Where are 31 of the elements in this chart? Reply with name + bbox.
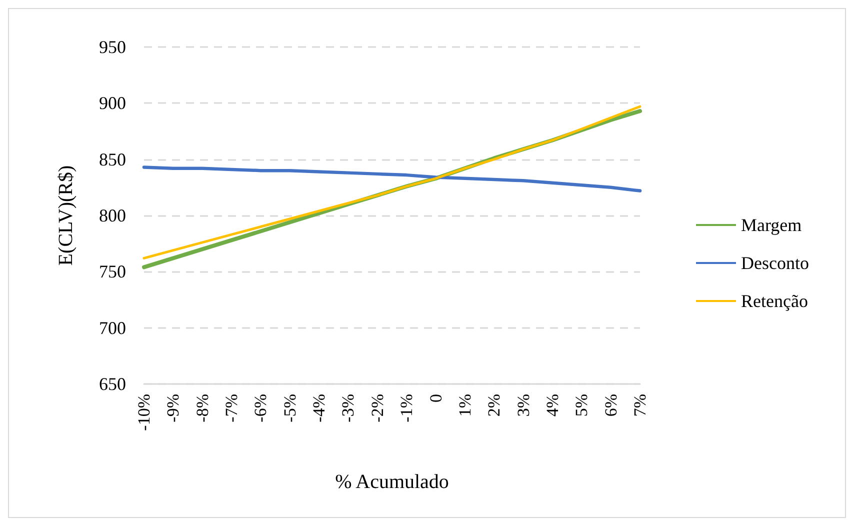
y-tick-label: 950 bbox=[99, 37, 126, 57]
y-tick-label: 900 bbox=[99, 93, 126, 114]
y-tick-label: 850 bbox=[99, 149, 126, 170]
x-tick-label: -9% bbox=[164, 394, 183, 422]
y-tick-label: 650 bbox=[99, 374, 126, 394]
x-tick-label: 7% bbox=[630, 394, 650, 417]
x-tick-label: -2% bbox=[368, 394, 387, 422]
x-tick-label: -1% bbox=[397, 394, 416, 422]
x-tick-label: 0 bbox=[426, 394, 446, 402]
x-axis-title: % Acumulado bbox=[335, 471, 449, 493]
legend-label: Retenção bbox=[741, 291, 808, 311]
x-tick-label: -8% bbox=[192, 394, 212, 422]
x-tick-label: -4% bbox=[310, 394, 329, 422]
y-axis-title: E(CLV)(R$) bbox=[55, 165, 77, 266]
y-tick-label: 800 bbox=[99, 206, 126, 226]
x-tick-label: 3% bbox=[514, 394, 533, 417]
x-tick-label: -6% bbox=[251, 394, 270, 422]
x-tick-label: 2% bbox=[484, 394, 504, 417]
legend-label: Desconto bbox=[741, 253, 809, 273]
x-tick-label: 1% bbox=[455, 394, 474, 417]
x-tick-label: -10% bbox=[134, 394, 154, 431]
x-tick-label: -3% bbox=[338, 394, 358, 422]
legend-label: Margem bbox=[741, 215, 802, 235]
x-tick-label: -7% bbox=[222, 394, 242, 422]
x-tick-label: 5% bbox=[572, 394, 592, 417]
x-tick-label: 6% bbox=[601, 394, 620, 417]
x-tick-label: -5% bbox=[280, 394, 300, 422]
x-tick-label: 4% bbox=[542, 394, 562, 417]
line-series bbox=[142, 166, 642, 192]
y-tick-label: 750 bbox=[99, 262, 126, 282]
y-tick-label: 700 bbox=[99, 318, 126, 338]
